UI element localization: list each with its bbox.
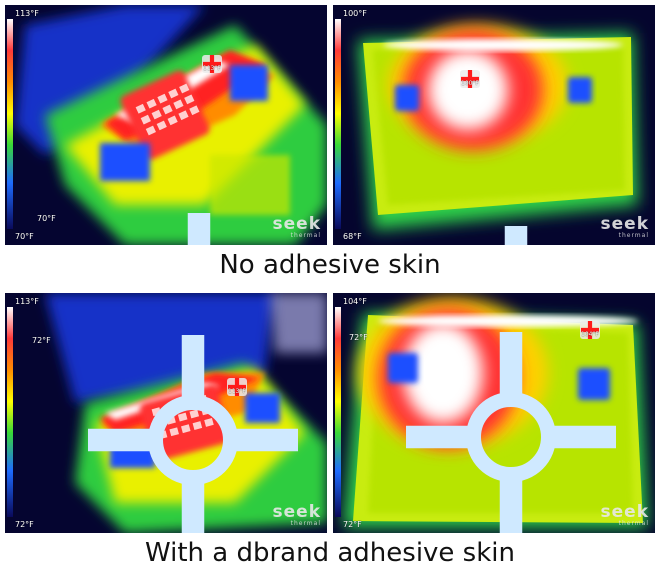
top-caption: No adhesive skin xyxy=(219,250,441,280)
temperature-scale-bar xyxy=(335,19,341,229)
hot-spot-marker: 113°F xyxy=(227,378,247,396)
thermal-image-top-right: 100°F 68°F 100°F seek thermal xyxy=(333,5,655,245)
hot-spot-marker: 100°F xyxy=(460,70,480,88)
temperature-scale-bar xyxy=(335,307,341,517)
scale-min-label: 70°F xyxy=(15,232,34,241)
thermal-image-bottom-right: 104°F 72°F 72°F 104°F seek thermal xyxy=(333,293,655,533)
thermal-image-bottom-left: 113°F 72°F 72°F 113°F seek thermal xyxy=(5,293,327,533)
crosshair-dot-icon xyxy=(203,55,221,73)
hot-spot-marker: 104°F xyxy=(580,321,600,339)
thermal-image-top-left: 113°F 70°F 113°F 70°F seek thermal xyxy=(5,5,327,245)
bottom-caption: With a dbrand adhesive skin xyxy=(144,538,515,568)
seek-thermal-logo: seek thermal xyxy=(600,502,649,527)
hot-spot-marker: 113°F xyxy=(202,55,222,73)
scale-max-label: 113°F xyxy=(15,9,39,18)
laptop-open-heatmap xyxy=(5,5,327,245)
temperature-scale-bar xyxy=(7,307,13,517)
scale-min-label: 72°F xyxy=(343,520,362,529)
crosshair-icon xyxy=(406,332,616,533)
cold-spot-temp: 70°F xyxy=(37,214,56,223)
cold-spot-temp: 72°F xyxy=(349,333,368,342)
crosshair-icon xyxy=(87,335,298,533)
laptop-bottom-heatmap xyxy=(333,5,655,245)
laptop-bottom-heatmap xyxy=(333,293,655,533)
scale-max-label: 104°F xyxy=(343,297,367,306)
crosshair-dot-icon xyxy=(461,70,479,88)
seek-thermal-logo: seek thermal xyxy=(272,214,321,239)
scale-max-label: 100°F xyxy=(343,9,367,18)
seek-thermal-logo: seek thermal xyxy=(272,502,321,527)
seek-thermal-logo: seek thermal xyxy=(600,214,649,239)
scale-max-label: 113°F xyxy=(15,297,39,306)
hot-spot-temp: 113°F xyxy=(228,388,246,395)
cold-spot-temp: 72°F xyxy=(32,336,51,345)
temperature-scale-bar xyxy=(7,19,13,229)
hot-spot-temp: 100°F xyxy=(461,80,479,87)
crosshair-dot-icon xyxy=(228,378,246,396)
scale-min-label: 68°F xyxy=(343,232,362,241)
hot-spot-temp: 113°F xyxy=(203,65,221,72)
crosshair-dot-icon xyxy=(581,321,599,339)
scale-min-label: 72°F xyxy=(15,520,34,529)
hot-spot-temp: 104°F xyxy=(581,331,599,338)
